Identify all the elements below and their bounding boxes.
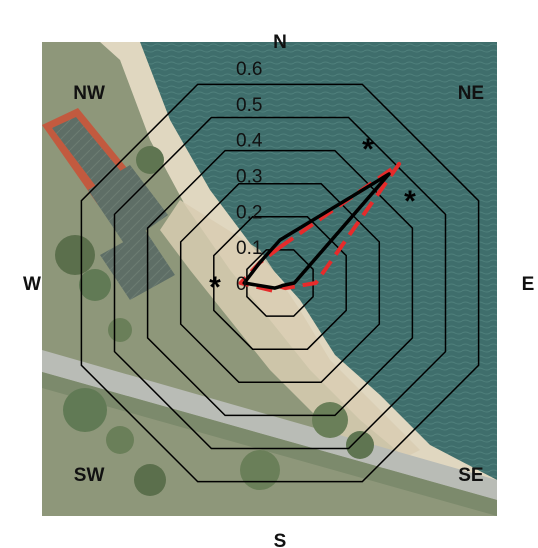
radial-tick-label: 0.3 xyxy=(236,167,262,188)
radial-tick-label: 0.4 xyxy=(236,131,263,152)
grid-ring-0_6 xyxy=(80,83,480,483)
direction-labels: N NE E SE S SW W NW xyxy=(23,32,534,548)
significance-asterisk: * xyxy=(209,271,221,304)
radar-grid xyxy=(80,83,480,483)
grid-ring-0_1 xyxy=(246,249,314,317)
direction-label-n: N xyxy=(273,32,287,53)
direction-label-sw: SW xyxy=(74,465,105,486)
direction-label-e: E xyxy=(522,274,535,295)
series-polygon-solid xyxy=(242,172,391,290)
grid-ring-0_3 xyxy=(179,182,381,384)
grid-ring-0_4 xyxy=(146,149,414,417)
significance-marker-layer: * * * xyxy=(209,133,416,304)
direction-label-s: S xyxy=(274,531,287,548)
radial-tick-label: 0.6 xyxy=(236,59,262,80)
significance-asterisk: * xyxy=(362,133,374,166)
radial-tick-label: 0 xyxy=(236,274,247,295)
significance-asterisk: * xyxy=(404,185,416,218)
radial-tick-labels: 0 0.1 0.2 0.3 0.4 0.5 0.6 xyxy=(236,59,263,295)
direction-label-ne: NE xyxy=(458,83,484,104)
direction-label-w: W xyxy=(23,274,41,295)
direction-label-nw: NW xyxy=(73,83,105,104)
direction-label-se: SE xyxy=(458,465,483,486)
grid-ring-0_2 xyxy=(213,216,347,350)
aerial-photo-background xyxy=(42,42,497,516)
data-series-layer xyxy=(238,161,402,293)
radial-tick-label: 0.5 xyxy=(236,95,262,116)
grid-ring-0_5 xyxy=(113,116,447,450)
radial-tick-label: 0.2 xyxy=(236,202,262,223)
radial-tick-label: 0.1 xyxy=(236,238,262,259)
